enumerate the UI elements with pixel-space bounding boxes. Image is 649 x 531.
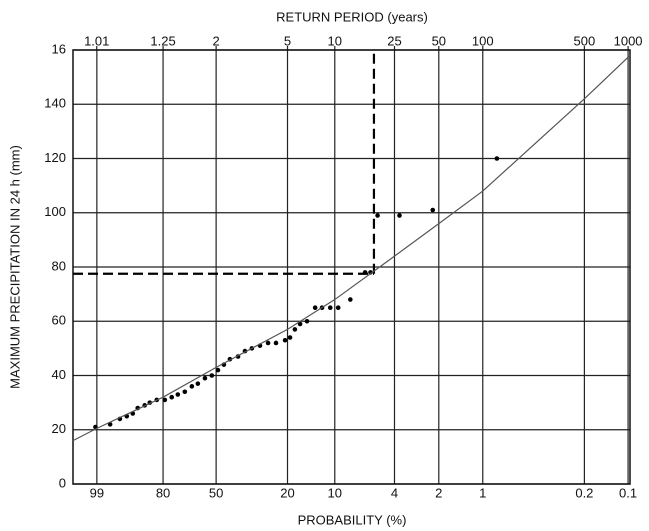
y-tick-label: 120: [44, 150, 66, 165]
x2-tick-label: 1.01: [84, 33, 109, 48]
data-point: [175, 392, 181, 397]
data-point: [265, 340, 271, 346]
x2-tick-label: 2: [213, 33, 220, 48]
data-point: [368, 270, 373, 275]
data-point: [327, 305, 333, 310]
data-point: [362, 270, 368, 275]
x2-tick-label: 5: [284, 33, 291, 48]
data-point: [189, 384, 195, 389]
x-tick-label: 1: [479, 485, 486, 500]
data-point: [397, 213, 402, 218]
y-tick-label: 0: [59, 475, 66, 490]
data-point: [335, 305, 341, 310]
x2-tick-label: 1.25: [150, 33, 175, 48]
data-point: [182, 389, 188, 395]
y-tick-label: 140: [44, 96, 66, 111]
x-tick-label: 20: [280, 485, 294, 500]
data-point: [215, 367, 221, 373]
y-tick-label: 40: [52, 367, 66, 382]
x-tick-label: 80: [156, 485, 170, 500]
data-point: [202, 375, 208, 381]
y-axis-title: MAXIMUM PRECIPITATION IN 24 h (mm): [7, 145, 22, 389]
x-tick-label: 99: [90, 485, 104, 500]
x2-tick-label: 500: [574, 33, 596, 48]
data-point: [494, 156, 500, 161]
x-tick-label: 4: [391, 485, 398, 500]
data-point: [162, 397, 168, 403]
y-tick-label: 60: [52, 313, 66, 328]
data-point: [169, 394, 175, 400]
y-tick-label: 20: [52, 421, 66, 436]
data-point: [375, 213, 380, 218]
data-point: [292, 327, 298, 332]
plot-frame: [72, 49, 631, 485]
x2-tick-label: 10: [328, 33, 342, 48]
y-tick-label: 80: [52, 258, 66, 273]
x-tick-label: 0.2: [575, 485, 593, 500]
data-point: [195, 381, 201, 386]
x-tick-label: 10: [328, 485, 342, 500]
x-tick-label: 2: [435, 485, 442, 500]
data-point: [312, 305, 318, 310]
x-tick-label: 50: [209, 485, 223, 500]
data-point: [348, 297, 353, 302]
y-tick-label: 16: [52, 41, 66, 56]
top-axis-title: RETURN PERIOD (years): [276, 9, 428, 24]
fitted-curve: [72, 54, 631, 442]
x2-tick-label: 1000: [614, 33, 643, 48]
y-tick-label: 100: [44, 204, 66, 219]
data-point: [209, 373, 215, 378]
x2-tick-label: 50: [432, 33, 446, 48]
x2-tick-label: 25: [387, 33, 401, 48]
x2-tick-label: 100: [472, 33, 494, 48]
x-axis-title: PROBABILITY (%): [298, 512, 407, 527]
data-point: [273, 340, 279, 346]
data-point: [304, 318, 310, 324]
data-point: [282, 337, 288, 343]
x-tick-label: 0.1: [619, 485, 637, 500]
data-point: [287, 335, 293, 340]
data-point: [430, 207, 436, 213]
